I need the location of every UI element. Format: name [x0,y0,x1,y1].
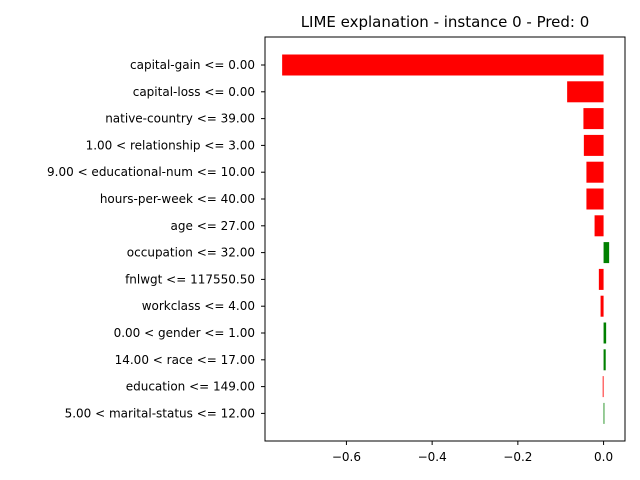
x-tick-label: −0.4 [418,450,447,464]
bar [583,134,604,156]
plot-frame [264,36,626,442]
y-tick-label: capital-loss <= 0.00 [133,85,255,99]
bar [583,108,604,130]
chart-title: LIME explanation - instance 0 - Pred: 0 [301,13,590,31]
y-tick-label: capital-gain <= 0.00 [130,58,255,72]
bar [586,188,604,210]
y-tick-label: occupation <= 32.00 [127,246,255,260]
bar [603,322,607,344]
y-tick-label: 9.00 < educational-num <= 10.00 [47,165,255,179]
x-tick-label: −0.2 [503,450,532,464]
y-tick-label: age <= 27.00 [171,219,255,233]
bar [603,349,606,371]
y-tick-label: 1.00 < relationship <= 3.00 [86,138,255,152]
bar [603,242,610,264]
y-tick-label: hours-per-week <= 40.00 [100,192,255,206]
y-tick-label: education <= 149.00 [126,380,255,394]
bar [602,376,604,398]
bar [586,161,604,183]
bar [598,268,604,290]
x-tick-label: −0.6 [332,450,361,464]
bar [594,215,604,237]
bar [603,402,605,424]
x-tick-label: 0.0 [594,450,613,464]
y-tick-label: fnlwgt <= 117550.50 [125,272,255,286]
bars-group [282,54,610,424]
y-tick-label: native-country <= 39.00 [105,112,255,126]
y-tick-label: 5.00 < marital-status <= 12.00 [65,406,255,420]
y-tick-label: 0.00 < gender <= 1.00 [114,326,255,340]
bar [567,81,604,103]
x-ticks: −0.6 −0.4 −0.2 0.0 [332,441,613,464]
y-tick-label: workclass <= 4.00 [142,299,255,313]
y-tick-labels: capital-gain <= 0.00 capital-loss <= 0.00… [47,58,265,420]
y-tick-label: 14.00 < race <= 17.00 [115,353,255,367]
bar [600,295,604,317]
bar [282,54,604,76]
